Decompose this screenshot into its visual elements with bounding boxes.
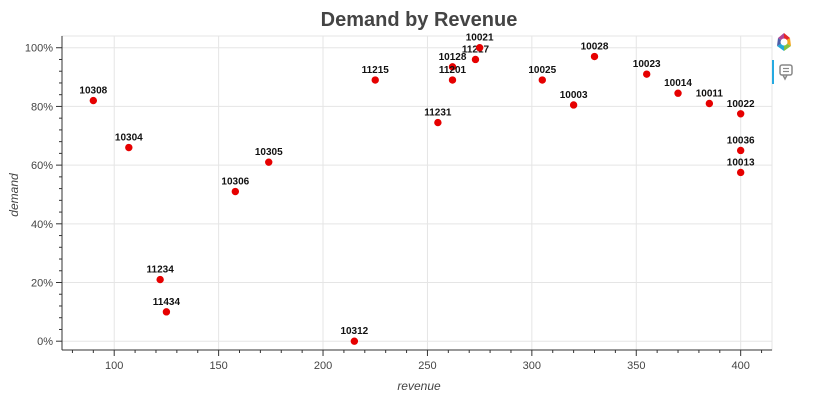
- data-point-label: 11434: [153, 297, 181, 308]
- hover-tooltip-icon[interactable]: [772, 60, 798, 84]
- data-point-label: 11231: [424, 108, 452, 119]
- data-point: [475, 44, 484, 52]
- y-axis: 0% 20% 40% 60% 80% 100%: [25, 36, 63, 350]
- data-point: [156, 275, 164, 284]
- data-point-label: 10305: [255, 147, 283, 158]
- data-point-label: 10014: [664, 78, 692, 89]
- data-points: 10308 10304 11234 11434 10306 10305 10312 11215…: [79, 33, 755, 345]
- data-point-label: 10308: [79, 86, 107, 97]
- data-point: [89, 96, 98, 105]
- data-point: [231, 187, 240, 196]
- data-point-label: 11217: [462, 44, 490, 55]
- data-point: [265, 158, 273, 166]
- data-point-label: 10306: [221, 177, 249, 188]
- data-point-label: 10312: [340, 326, 368, 337]
- data-point: [448, 76, 457, 84]
- data-point: [736, 110, 745, 118]
- data-point-label: 10036: [727, 135, 755, 146]
- data-point: [538, 76, 546, 84]
- x-axis: 100 150 200 250 300 350 400: [62, 349, 772, 372]
- data-point: [125, 143, 133, 152]
- x-axis-label: revenue: [397, 379, 441, 393]
- x-tick-label: 400: [731, 360, 749, 372]
- data-point-label: 10022: [727, 99, 755, 110]
- data-point-label: 10025: [528, 65, 556, 76]
- x-tick-label: 150: [209, 360, 227, 372]
- y-tick-label: 60%: [31, 160, 53, 172]
- data-point: [162, 308, 171, 316]
- y-tick-label: 20%: [31, 278, 53, 290]
- y-axis-label: demand: [7, 173, 21, 217]
- data-point-label: 10023: [633, 59, 661, 70]
- data-point: [736, 146, 745, 155]
- data-point-label: 10028: [581, 42, 609, 53]
- data-point-label: 11215: [362, 65, 390, 76]
- data-point: [448, 63, 457, 71]
- x-tick-label: 350: [627, 360, 645, 372]
- x-tick-label: 250: [418, 360, 436, 372]
- data-point: [643, 70, 651, 78]
- data-point: [736, 168, 745, 177]
- data-point-label: 11201: [439, 65, 467, 76]
- data-point: [674, 89, 682, 97]
- x-tick-label: 100: [105, 360, 123, 372]
- data-point: [705, 99, 714, 108]
- bokeh-logo-icon[interactable]: [772, 30, 796, 54]
- data-point-label: 11234: [147, 265, 175, 276]
- y-tick-label: 80%: [31, 101, 53, 113]
- data-point: [371, 76, 379, 84]
- y-tick-label: 0%: [37, 336, 53, 348]
- data-point-label: 10021: [466, 33, 494, 44]
- data-point-label: 10128: [439, 52, 467, 63]
- x-tick-label: 300: [523, 360, 541, 372]
- data-point: [350, 337, 359, 345]
- data-point-label: 10013: [727, 157, 755, 168]
- grid-lines: [62, 36, 772, 350]
- y-tick-label: 40%: [31, 219, 53, 231]
- data-point-label: 10003: [560, 90, 588, 101]
- data-point: [590, 52, 599, 61]
- chart-title: Demand by Revenue: [321, 9, 518, 31]
- data-point: [569, 101, 578, 109]
- x-tick-label: 200: [314, 360, 332, 372]
- data-point: [471, 55, 480, 64]
- data-point: [434, 118, 442, 127]
- y-tick-label: 100%: [25, 43, 53, 55]
- data-point-label: 10304: [115, 133, 143, 144]
- chart-toolbar: [772, 30, 802, 90]
- data-point-label: 10011: [696, 88, 724, 99]
